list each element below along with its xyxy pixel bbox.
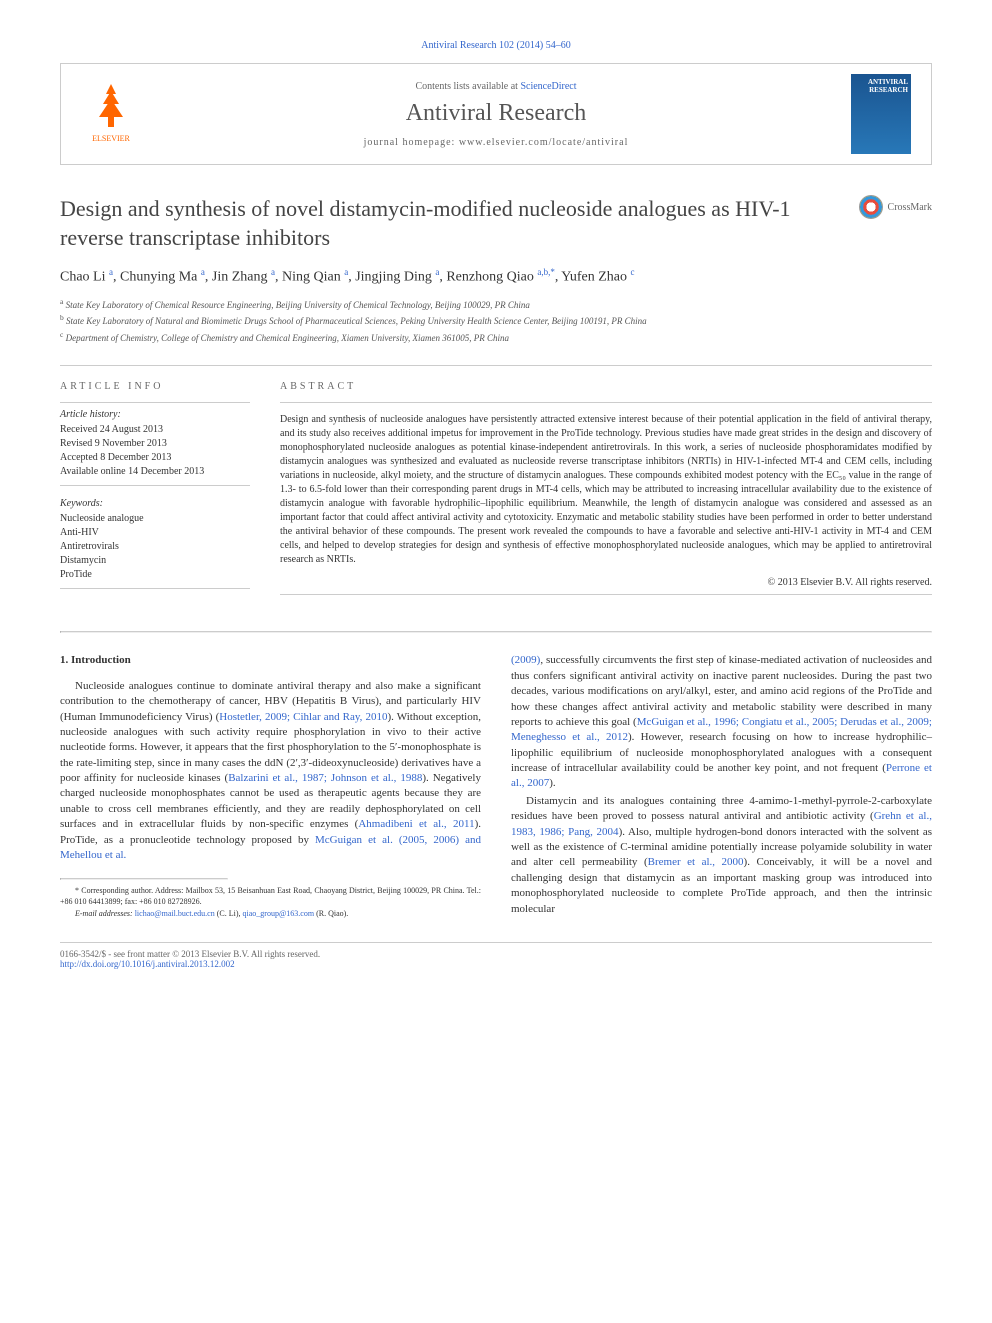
history-item: Received 24 August 2013	[60, 423, 250, 437]
article-info-column: ARTICLE INFO Article history: Received 2…	[60, 381, 250, 601]
crossmark-icon	[859, 195, 883, 219]
homepage-url: www.elsevier.com/locate/antiviral	[459, 137, 629, 148]
authors-list: Chao Li a, Chunying Ma a, Jin Zhang a, N…	[60, 267, 932, 286]
page-footer: 0166-3542/$ - see front matter © 2013 El…	[60, 942, 932, 969]
keywords-label: Keywords:	[60, 498, 250, 509]
contents-available: Contents lists available at ScienceDirec…	[161, 81, 831, 92]
journal-header-box: ELSEVIER Contents lists available at Sci…	[60, 63, 932, 165]
citation-link[interactable]: Balzarini et al., 1987; Johnson et al., …	[228, 772, 422, 784]
abstract-text: Design and synthesis of nucleoside analo…	[280, 413, 932, 567]
history-label: Article history:	[60, 409, 250, 420]
keyword-item: Distamycin	[60, 554, 250, 568]
keyword-item: Anti-HIV	[60, 526, 250, 540]
contents-prefix: Contents lists available at	[415, 81, 520, 92]
abstract-column: ABSTRACT Design and synthesis of nucleos…	[280, 381, 932, 601]
email-link[interactable]: qiao_group@163.com	[243, 909, 315, 918]
crossmark-badge[interactable]: CrossMark	[859, 195, 932, 219]
header-citation: Antiviral Research 102 (2014) 54–60	[60, 40, 932, 51]
keyword-item: Antiretrovirals	[60, 540, 250, 554]
journal-name: Antiviral Research	[161, 100, 831, 127]
footnote-text: Corresponding author. Address: Mailbox 5…	[60, 886, 481, 905]
email-link[interactable]: lichao@mail.buct.edu.cn	[135, 909, 215, 918]
email-footnote: E-mail addresses: lichao@mail.buct.edu.c…	[60, 909, 481, 919]
footnote-divider	[60, 878, 228, 880]
body-text-span: ).	[549, 777, 555, 789]
cover-title: ANTIVIRAL RESEARCH	[851, 79, 908, 94]
article-info-heading: ARTICLE INFO	[60, 381, 250, 392]
elsevier-logo: ELSEVIER	[81, 79, 141, 149]
affiliations: a State Key Laboratory of Chemical Resou…	[60, 296, 932, 346]
body-column-left: 1. Introduction Nucleoside analogues con…	[60, 653, 481, 921]
journal-cover-thumbnail: ANTIVIRAL RESEARCH	[851, 74, 911, 154]
citation-link[interactable]: Bremer et al., 2000	[648, 856, 744, 868]
citation-link[interactable]: (2009)	[511, 654, 540, 666]
citation-link[interactable]: Ahmadibeni et al., 2011	[358, 818, 474, 830]
section-heading-intro: 1. Introduction	[60, 653, 481, 668]
email-label: E-mail addresses:	[75, 909, 135, 918]
history-item: Available online 14 December 2013	[60, 465, 250, 479]
homepage-prefix: journal homepage:	[364, 137, 459, 148]
corresponding-author-footnote: * Corresponding author. Address: Mailbox…	[60, 886, 481, 907]
body-text-span: Distamycin and its analogues containing …	[511, 795, 932, 822]
footer-copyright: 0166-3542/$ - see front matter © 2013 El…	[60, 949, 932, 959]
journal-homepage: journal homepage: www.elsevier.com/locat…	[161, 137, 831, 148]
svg-text:ELSEVIER: ELSEVIER	[92, 134, 130, 143]
history-item: Accepted 8 December 2013	[60, 451, 250, 465]
keyword-item: Nucleoside analogue	[60, 512, 250, 526]
doi-link[interactable]: http://dx.doi.org/10.1016/j.antiviral.20…	[60, 959, 235, 969]
abstract-copyright: © 2013 Elsevier B.V. All rights reserved…	[280, 577, 932, 588]
body-divider	[60, 631, 932, 633]
body-text: 1. Introduction Nucleoside analogues con…	[60, 653, 932, 921]
abstract-heading: ABSTRACT	[280, 381, 932, 392]
email-name: (R. Qiao).	[314, 909, 348, 918]
crossmark-label: CrossMark	[888, 202, 932, 213]
sciencedirect-link[interactable]: ScienceDirect	[520, 81, 576, 92]
citation-link[interactable]: Hostetler, 2009; Cihlar and Ray, 2010	[219, 711, 387, 723]
history-item: Revised 9 November 2013	[60, 437, 250, 451]
email-name: (C. Li),	[215, 909, 243, 918]
divider	[60, 365, 932, 366]
keyword-item: ProTide	[60, 568, 250, 582]
article-title: Design and synthesis of novel distamycin…	[60, 195, 839, 252]
body-column-right: (2009), successfully circumvents the fir…	[511, 653, 932, 921]
